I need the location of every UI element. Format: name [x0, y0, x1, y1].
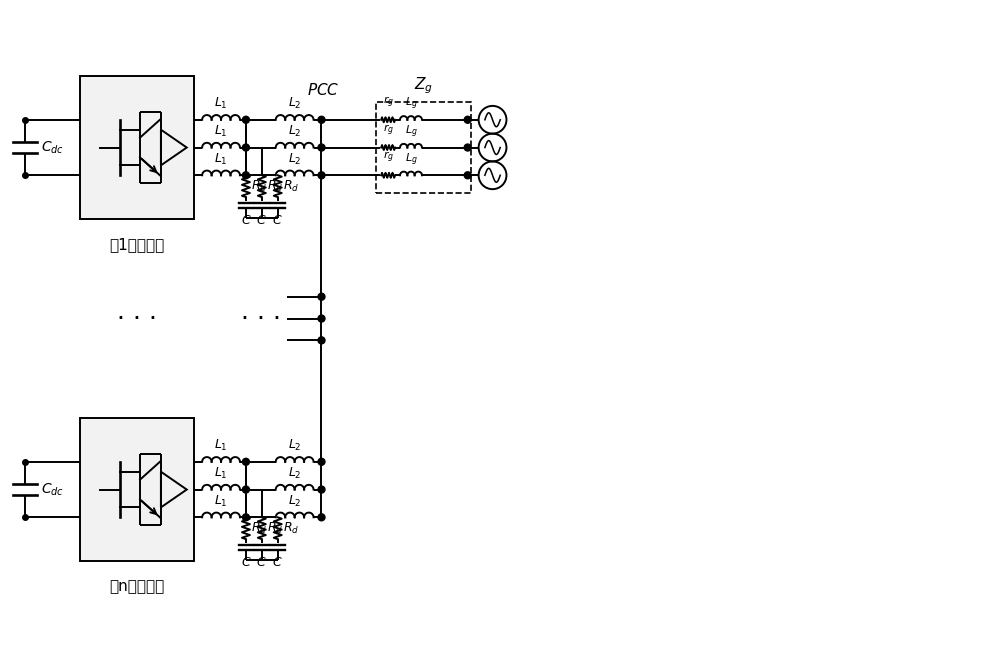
- Text: $L_g$: $L_g$: [405, 96, 417, 112]
- Text: $R_d$: $R_d$: [283, 179, 299, 194]
- Text: $L_2$: $L_2$: [288, 494, 301, 508]
- Text: $L_2$: $L_2$: [288, 124, 301, 139]
- Circle shape: [318, 315, 325, 322]
- Circle shape: [318, 144, 325, 151]
- Circle shape: [318, 293, 325, 300]
- Text: $L_1$: $L_1$: [214, 466, 228, 481]
- Text: $L_1$: $L_1$: [214, 124, 228, 139]
- Bar: [80, 418, 194, 561]
- Text: $L_2$: $L_2$: [288, 96, 301, 111]
- Text: $r_g$: $r_g$: [383, 122, 394, 138]
- Text: $C$: $C$: [241, 214, 251, 227]
- Text: $R_d$: $R_d$: [251, 521, 267, 536]
- Text: $PCC$: $PCC$: [307, 82, 340, 98]
- Text: 第1台逆变器: 第1台逆变器: [109, 237, 165, 252]
- Text: · · ·: · · ·: [117, 307, 157, 331]
- Circle shape: [464, 144, 471, 151]
- Circle shape: [242, 458, 249, 465]
- Text: · · ·: · · ·: [241, 307, 281, 331]
- Circle shape: [318, 486, 325, 493]
- Circle shape: [242, 144, 249, 151]
- Circle shape: [318, 116, 325, 123]
- Text: $r_g$: $r_g$: [383, 150, 394, 165]
- Text: $C_{dc}$: $C_{dc}$: [41, 140, 64, 156]
- Circle shape: [318, 172, 325, 179]
- Circle shape: [464, 116, 471, 123]
- Text: $L_1$: $L_1$: [214, 96, 228, 111]
- Text: $R_d$: $R_d$: [267, 521, 283, 536]
- Text: $L_1$: $L_1$: [214, 152, 228, 167]
- Text: $L_g$: $L_g$: [405, 123, 417, 140]
- Text: $L_2$: $L_2$: [288, 152, 301, 167]
- Circle shape: [464, 172, 471, 179]
- Text: $r_g$: $r_g$: [383, 94, 394, 110]
- Bar: [80, 76, 194, 220]
- Circle shape: [242, 514, 249, 521]
- Text: $Z_g$: $Z_g$: [414, 76, 433, 96]
- Circle shape: [242, 172, 249, 179]
- Text: $L_1$: $L_1$: [214, 494, 228, 508]
- Bar: [376, 102, 471, 193]
- Text: $R_d$: $R_d$: [267, 179, 283, 194]
- Text: $R_d$: $R_d$: [283, 521, 299, 536]
- Text: $C_{dc}$: $C_{dc}$: [41, 481, 64, 498]
- Text: $C$: $C$: [241, 556, 251, 569]
- Circle shape: [318, 337, 325, 344]
- Circle shape: [318, 458, 325, 465]
- Text: $L_2$: $L_2$: [288, 466, 301, 481]
- Circle shape: [242, 116, 249, 123]
- Text: $L_g$: $L_g$: [405, 151, 417, 168]
- Text: $R_d$: $R_d$: [251, 179, 267, 194]
- Circle shape: [318, 514, 325, 521]
- Text: 第n台逆变器: 第n台逆变器: [109, 579, 165, 594]
- Text: $C$: $C$: [256, 214, 267, 227]
- Text: $C$: $C$: [272, 214, 283, 227]
- Text: $L_2$: $L_2$: [288, 438, 301, 453]
- Circle shape: [242, 486, 249, 493]
- Text: $C$: $C$: [256, 556, 267, 569]
- Text: $C$: $C$: [272, 556, 283, 569]
- Text: $L_1$: $L_1$: [214, 438, 228, 453]
